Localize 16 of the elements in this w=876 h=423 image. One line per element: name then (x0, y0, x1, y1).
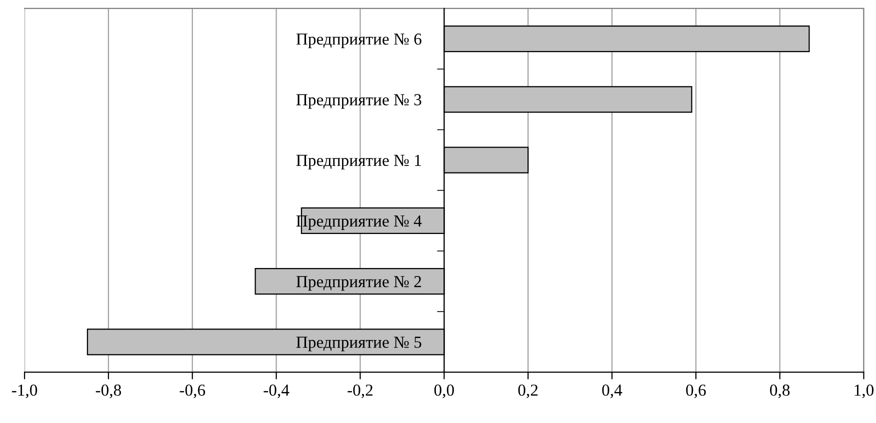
x-tick-label: -1,0 (12, 384, 38, 398)
x-tick-label: -0,6 (180, 384, 206, 398)
y-tick-label: Предприятие № 6 (296, 34, 422, 48)
x-tick-label: 0,0 (434, 384, 454, 398)
x-tick-label: 0,2 (518, 384, 538, 398)
x-tick-label: 1,0 (854, 384, 874, 398)
x-tick-label: 0,6 (686, 384, 706, 398)
y-tick-label: Предприятие № 2 (296, 276, 421, 291)
y-tick-label: Предприятие № 3 (296, 94, 422, 109)
x-tick-label: -0,2 (348, 384, 372, 398)
x-tick-label: -0,8 (96, 384, 122, 398)
x-tick-label: 0,8 (770, 384, 790, 398)
y-tick-label: Предприятие № 5 (296, 336, 422, 352)
x-tick-label: -0,4 (264, 384, 290, 398)
y-tick-label: Предприятие № 1 (296, 154, 421, 170)
x-tick-label: 0,4 (602, 384, 622, 398)
